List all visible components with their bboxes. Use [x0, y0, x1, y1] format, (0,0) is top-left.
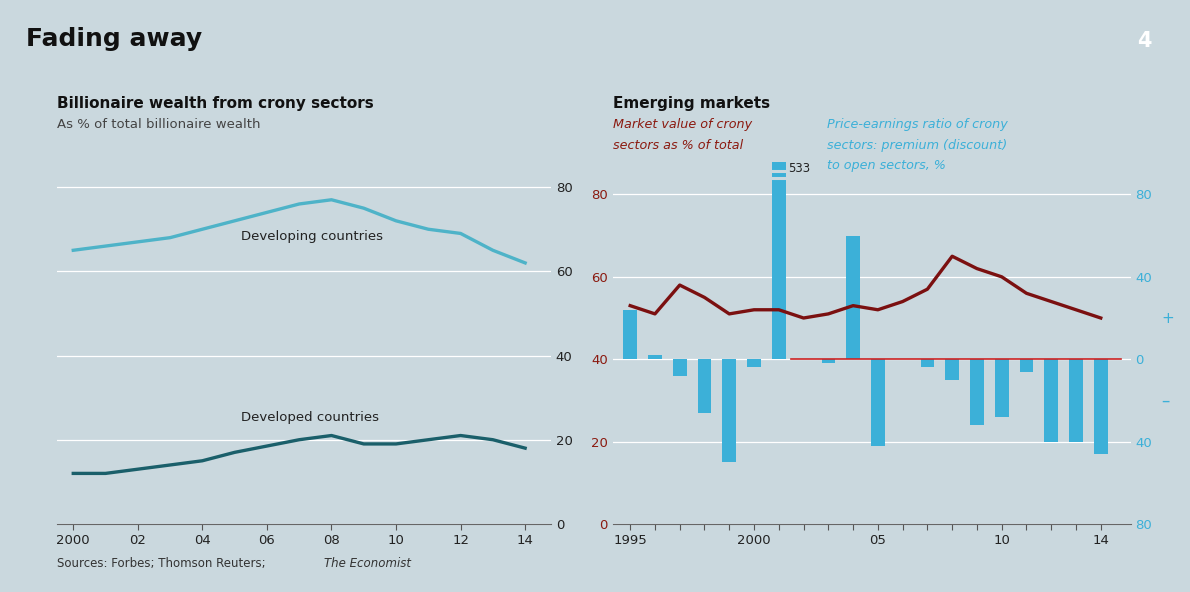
- Text: sectors as % of total: sectors as % of total: [613, 139, 743, 152]
- Bar: [672, 359, 687, 376]
- Bar: [995, 359, 1008, 417]
- Text: Price-earnings ratio of crony: Price-earnings ratio of crony: [827, 118, 1008, 131]
- Bar: [772, 162, 785, 359]
- Bar: [1069, 359, 1083, 442]
- Bar: [821, 359, 835, 363]
- Bar: [1020, 359, 1033, 372]
- Text: As % of total billionaire wealth: As % of total billionaire wealth: [57, 118, 261, 131]
- Text: Developed countries: Developed countries: [242, 411, 380, 424]
- Text: to open sectors, %: to open sectors, %: [827, 159, 946, 172]
- Bar: [871, 359, 884, 446]
- Bar: [747, 359, 760, 368]
- Text: –: –: [1161, 391, 1170, 410]
- Text: Market value of crony: Market value of crony: [613, 118, 752, 131]
- Bar: [649, 355, 662, 359]
- Bar: [697, 359, 712, 413]
- Text: Fading away: Fading away: [26, 27, 202, 51]
- Text: Developing countries: Developing countries: [242, 230, 383, 243]
- Text: sectors: premium (discount): sectors: premium (discount): [827, 139, 1007, 152]
- Bar: [846, 236, 860, 359]
- Bar: [921, 359, 934, 368]
- Text: The Economist: The Economist: [324, 557, 411, 570]
- Bar: [624, 310, 637, 359]
- Text: +: +: [1161, 311, 1175, 326]
- Text: Billionaire wealth from crony sectors: Billionaire wealth from crony sectors: [57, 96, 374, 111]
- Bar: [722, 359, 737, 462]
- Text: 533: 533: [788, 162, 810, 175]
- Bar: [945, 359, 959, 380]
- Bar: [1045, 359, 1058, 442]
- Text: Sources: Forbes; Thomson Reuters;: Sources: Forbes; Thomson Reuters;: [57, 557, 269, 570]
- Text: Emerging markets: Emerging markets: [613, 96, 770, 111]
- Bar: [1094, 359, 1108, 454]
- Bar: [970, 359, 984, 425]
- Text: 4: 4: [1136, 31, 1152, 51]
